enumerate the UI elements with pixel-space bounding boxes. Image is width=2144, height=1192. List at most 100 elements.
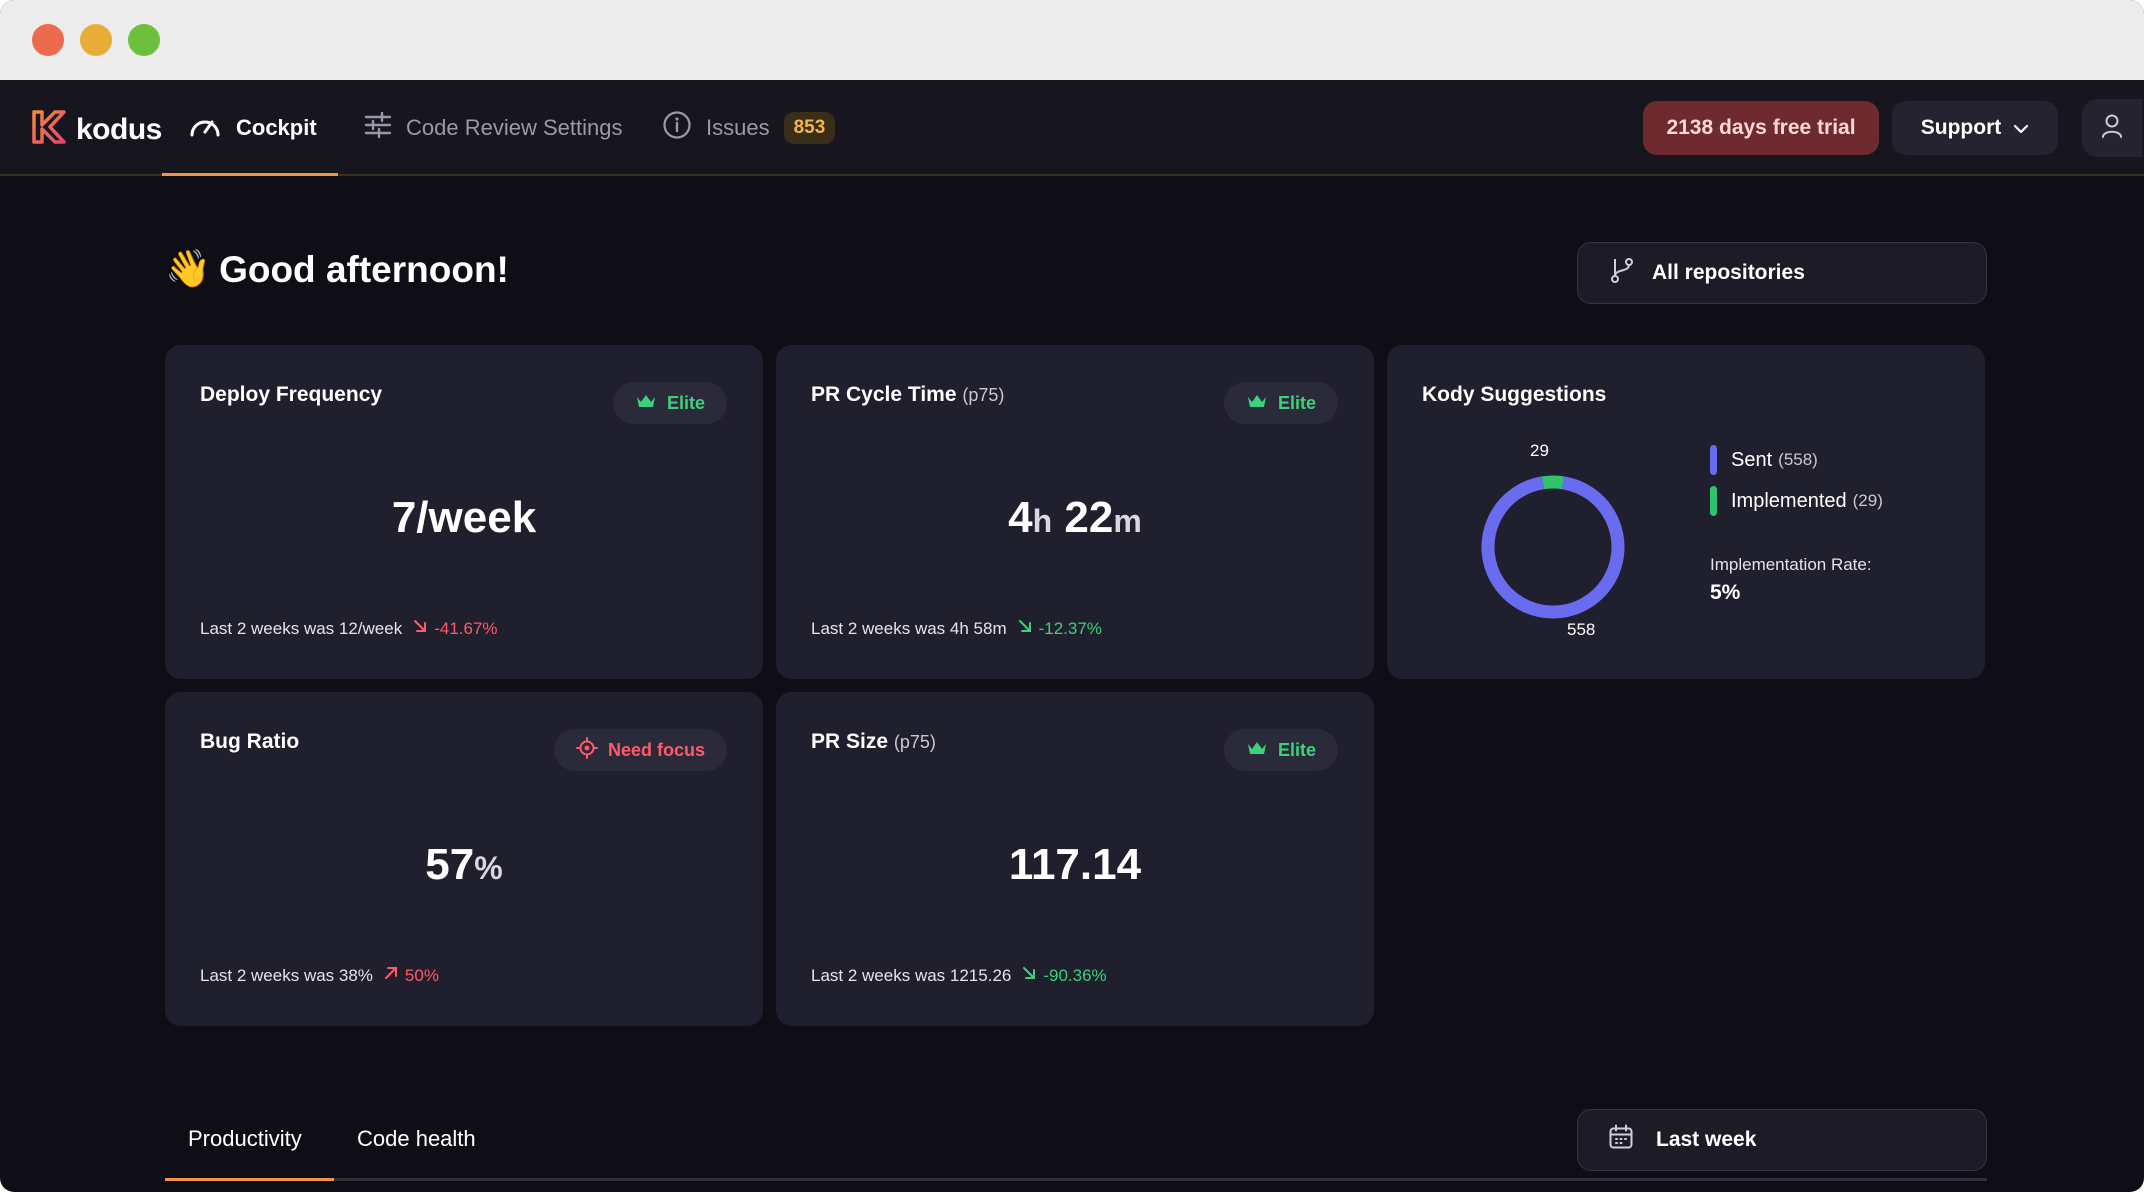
card-title: Bug Ratio (200, 730, 300, 753)
donut-slice-sent (1481, 476, 1625, 619)
metric-value: 117.14 (1008, 840, 1142, 889)
card-title-qualifier: (p75) (962, 385, 1005, 405)
trend-delta-value: -12.37% (1038, 618, 1102, 638)
arrow-down-right-icon (412, 618, 428, 639)
status-badge: Elite (1223, 382, 1338, 424)
support-dropdown[interactable]: Support (1892, 101, 2058, 155)
crosshair-icon (575, 736, 598, 764)
trend-delta: -90.36% (1021, 965, 1107, 986)
metric-unit: % (474, 850, 503, 886)
status-badge-label: Elite (1277, 392, 1316, 413)
top-navbar: kodus Cockpit Code Review Settings Issue… (0, 80, 2144, 176)
window-minimize-button[interactable] (80, 24, 112, 56)
previous-period-text: Last 2 weeks was 38% (200, 965, 373, 985)
crown-icon (635, 392, 657, 415)
card-footer: Last 2 weeks was 12/week -41.67% (200, 618, 498, 639)
legend-label-implemented: Implemented (1731, 489, 1847, 512)
trend-delta: -41.67% (412, 618, 498, 639)
kodus-logo-icon (30, 108, 68, 151)
tab-code-review-settings[interactable]: Code Review Settings (364, 80, 622, 176)
card-title-text: PR Cycle Time (811, 383, 957, 406)
status-badge-label: Elite (666, 392, 705, 413)
arrow-down-right-icon (1017, 618, 1033, 639)
active-tab-indicator (162, 173, 338, 176)
trend-delta-value: 50% (404, 965, 439, 985)
status-badge-label: Need focus (607, 739, 705, 760)
greeting-heading: 👋 Good afternoon! (165, 248, 509, 291)
logo-text: kodus (76, 112, 162, 146)
card-footer: Last 2 weeks was 38% 50% (200, 965, 439, 986)
legend-label-sent: Sent (1731, 448, 1773, 471)
pr-size-card: PR Size (p75) Elite 117.14 Last 2 weeks … (776, 692, 1374, 1026)
metric-value: 7/week (391, 493, 537, 542)
period-selector-label: Last week (1656, 1128, 1757, 1151)
implementation-rate-value: 5% (1710, 581, 1741, 604)
sliders-icon (364, 111, 392, 145)
card-footer: Last 2 weeks was 4h 58m -12.37% (811, 618, 1102, 639)
tab-productivity[interactable]: Productivity (188, 1126, 302, 1151)
info-icon (662, 110, 692, 146)
greeting-text: Good afternoon! (219, 248, 509, 290)
implementation-rate-label: Implementation Rate: (1710, 555, 1872, 574)
user-menu-button[interactable] (2082, 99, 2142, 157)
window-close-button[interactable] (32, 24, 64, 56)
git-branch-icon (1608, 256, 1636, 290)
status-badge-label: Elite (1277, 739, 1316, 760)
status-badge: Elite (1223, 729, 1338, 771)
card-footer: Last 2 weeks was 1215.26 -90.36% (811, 965, 1107, 986)
previous-period-text: Last 2 weeks was 1215.26 (811, 965, 1012, 985)
window-maximize-button[interactable] (128, 24, 160, 56)
arrow-up-right-icon (383, 965, 399, 986)
metric-hours: 4 (1008, 493, 1033, 542)
card-title: PR Cycle Time (p75) (811, 383, 1004, 407)
legend-count-sent: (558) (1778, 450, 1818, 469)
period-selector[interactable]: Last week (1577, 1109, 1987, 1171)
card-title: PR Size (p75) (811, 730, 936, 754)
repository-selector-label: All repositories (1652, 261, 1805, 284)
issues-count-badge: 853 (783, 112, 836, 144)
tab-cockpit[interactable]: Cockpit (188, 80, 317, 176)
user-icon (2100, 113, 2124, 144)
metric-number: 57 (425, 840, 475, 889)
kody-suggestions-card: Kody Suggestions 29 558 Sent (558) Imple… (1387, 345, 1985, 679)
tabs-divider (165, 1178, 1987, 1181)
arrow-down-right-icon (1021, 965, 1037, 986)
active-tab-indicator (165, 1178, 334, 1181)
card-title: Deploy Frequency (200, 383, 383, 406)
metric-minutes-unit: m (1113, 503, 1142, 539)
pr-cycle-time-card: PR Cycle Time (p75) Elite 4h 22m Last 2 … (776, 345, 1374, 679)
tab-issues-label: Issues (706, 115, 770, 140)
kody-donut-chart (1481, 475, 1625, 619)
status-badge: Elite (612, 382, 727, 424)
previous-period-text: Last 2 weeks was 12/week (200, 618, 403, 638)
legend-swatch-sent (1710, 445, 1717, 475)
metric-hours-unit: h (1032, 503, 1053, 539)
donut-top-label: 29 (1530, 441, 1549, 460)
calendar-icon (1608, 1124, 1634, 1156)
chevron-down-icon (2013, 116, 2029, 140)
repository-selector[interactable]: All repositories (1577, 242, 1987, 304)
trend-delta: -12.37% (1017, 618, 1102, 639)
legend-item-sent: Sent (558) (1710, 445, 1818, 475)
wave-emoji: 👋 (165, 248, 212, 289)
trend-delta-value: -90.36% (1043, 965, 1107, 985)
donut-bottom-label: 558 (1567, 620, 1596, 639)
crown-icon (1246, 392, 1268, 415)
previous-period-text: Last 2 weeks was 4h 58m (811, 618, 1007, 638)
metric-value: 57% (165, 840, 763, 890)
tab-code-health[interactable]: Code health (357, 1126, 476, 1151)
bug-ratio-card: Bug Ratio Need focus 57% Last 2 weeks wa… (165, 692, 763, 1026)
donut-slice-implemented (1541, 475, 1565, 490)
card-title-text: PR Size (811, 730, 889, 753)
free-trial-button[interactable]: 2138 days free trial (1643, 101, 1879, 155)
card-title: Kody Suggestions (1422, 383, 1607, 406)
gauge-icon (188, 110, 222, 146)
trend-delta-value: -41.67% (434, 618, 498, 638)
support-label: Support (1920, 116, 2002, 139)
logo[interactable]: kodus (30, 108, 162, 151)
card-title-qualifier: (p75) (893, 732, 936, 752)
metric-value: 4h 22m (776, 493, 1374, 543)
crown-icon (1246, 739, 1268, 762)
tab-issues[interactable]: Issues 853 (662, 80, 836, 176)
